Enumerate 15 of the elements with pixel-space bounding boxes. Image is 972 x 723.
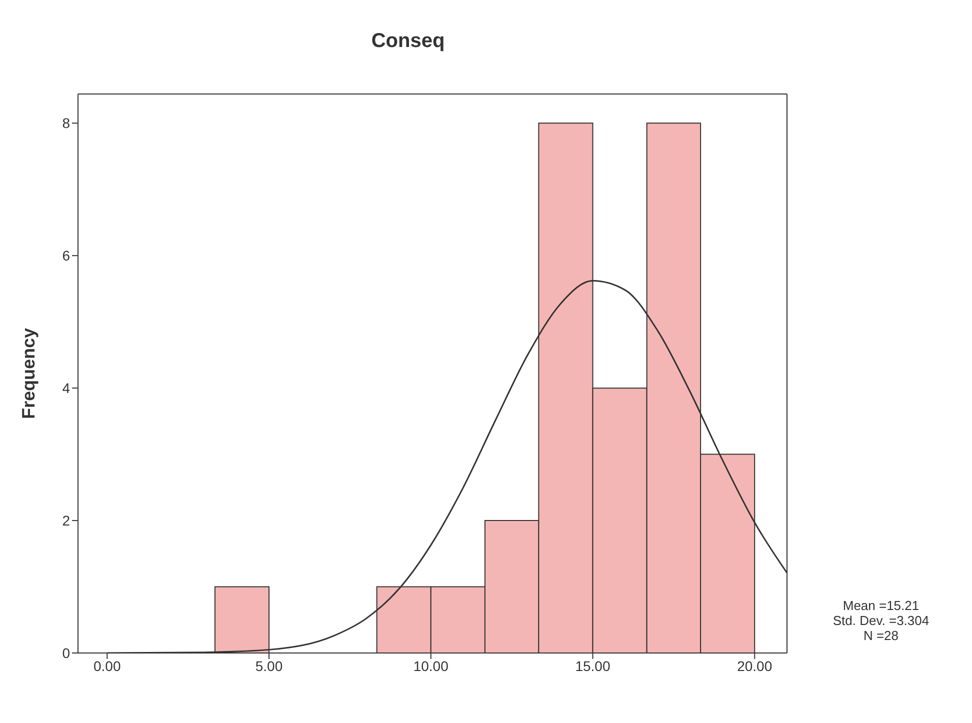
y-tick-label: 0 [62, 645, 70, 661]
chart-title: Conseq [370, 29, 446, 53]
y-tick-label: 8 [62, 115, 70, 132]
y-tick-label: 4 [62, 380, 70, 396]
y-tick-label: 6 [62, 248, 70, 264]
x-tick-label: 20.00 [737, 658, 772, 674]
y-tick-label: 2 [62, 512, 70, 529]
x-tick-label: 10.00 [413, 658, 449, 674]
x-tick-label: 15.00 [575, 658, 610, 674]
x-tick-label: 5.00 [255, 658, 283, 674]
y-axis-title: Frequency [18, 328, 38, 420]
text: Mean =15.21 [842, 598, 920, 613]
text: Std. Dev. =3.304 [832, 613, 930, 628]
text: N =28 [862, 628, 900, 643]
x-tick-label: 0.00 [94, 658, 121, 674]
